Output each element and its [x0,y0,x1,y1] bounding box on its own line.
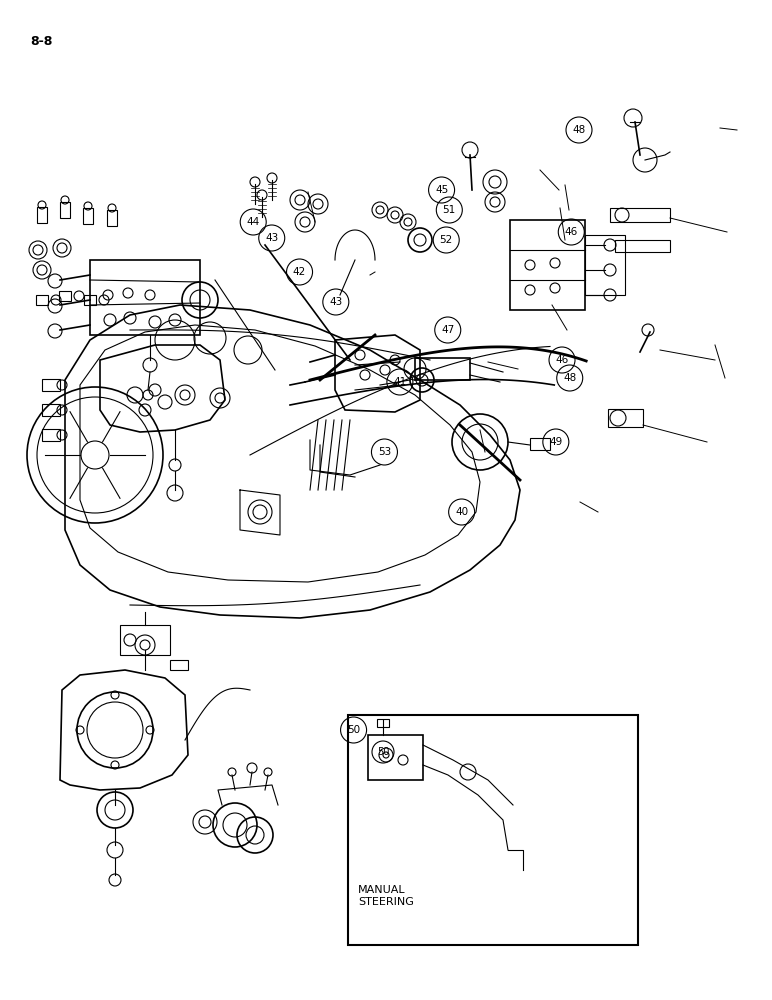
Bar [107,210,117,226]
Bar [377,719,389,727]
Text: 43: 43 [265,233,279,243]
Text: 45: 45 [435,185,449,195]
Text: 49: 49 [549,437,563,447]
Bar [348,715,638,945]
Bar [36,295,48,305]
Bar [615,240,670,252]
Bar [42,404,60,416]
Text: 48: 48 [563,373,577,383]
Circle shape [81,441,109,469]
Text: 46: 46 [555,355,569,365]
Text: 50: 50 [377,747,389,757]
Bar [60,202,70,218]
Text: 42: 42 [293,267,306,277]
Bar [37,207,47,223]
Text: 43: 43 [329,297,343,307]
Bar [415,358,470,380]
Bar [368,735,423,780]
Bar [84,295,96,305]
Bar [42,379,60,391]
Bar [170,660,188,670]
Text: 46: 46 [564,227,578,237]
Bar [83,208,93,224]
Bar [59,291,71,301]
Bar [530,438,550,450]
Text: 41: 41 [393,377,407,387]
Text: 48: 48 [572,125,586,135]
Text: MANUAL
STEERING: MANUAL STEERING [358,885,414,907]
Bar [585,235,625,295]
Text: 8-8: 8-8 [30,35,52,48]
Text: 47: 47 [441,325,455,335]
Bar [42,429,60,441]
Text: 52: 52 [439,235,453,245]
Text: 53: 53 [378,447,391,457]
Text: 44: 44 [246,217,260,227]
Bar [610,208,670,222]
Bar [120,625,170,655]
Text: 51: 51 [442,205,456,215]
Bar [510,220,585,310]
Text: 50: 50 [347,725,361,735]
Bar [90,260,200,335]
Bar [608,409,643,427]
Text: 40: 40 [455,507,469,517]
